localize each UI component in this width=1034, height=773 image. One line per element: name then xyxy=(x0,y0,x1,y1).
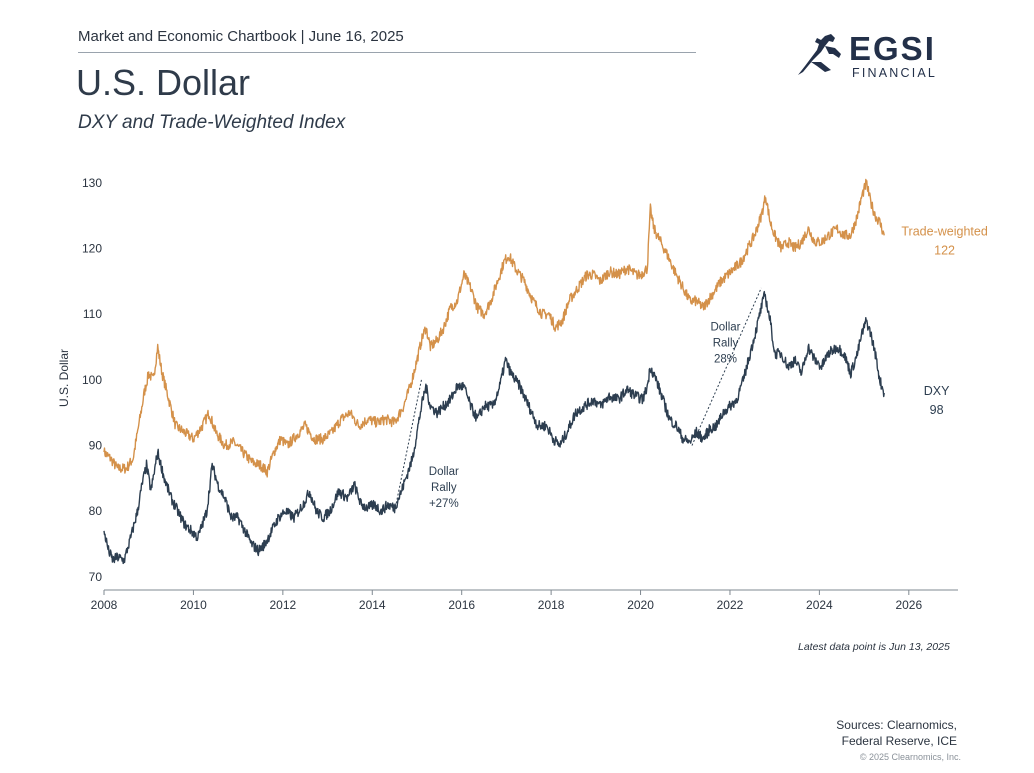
sources-line-1: Sources: Clearnomics, xyxy=(836,718,957,732)
rally-annotation-text: Rally xyxy=(713,338,739,350)
x-tick-label: 2022 xyxy=(717,598,744,612)
page-title: U.S. Dollar xyxy=(76,62,251,103)
series-end-value: 122 xyxy=(934,243,955,257)
logo-subword: FINANCIAL xyxy=(852,66,938,80)
x-tick-label: 2026 xyxy=(895,598,922,612)
copyright: © 2025 Clearnomics, Inc. xyxy=(859,752,961,762)
y-tick-label: 90 xyxy=(89,439,103,453)
rally-annotation-text: +27% xyxy=(429,498,459,510)
report-line: Market and Economic Chartbook | June 16,… xyxy=(78,28,404,45)
page-subtitle: DXY and Trade-Weighted Index xyxy=(78,112,346,133)
rally-annotation-text: 28% xyxy=(714,354,737,366)
x-tick-label: 2014 xyxy=(359,598,386,612)
rally-trend-line xyxy=(691,287,762,446)
sources: Sources: Clearnomics, Federal Reserve, I… xyxy=(836,717,957,749)
header-rule xyxy=(78,52,696,53)
x-tick-label: 2018 xyxy=(538,598,565,612)
rally-trend-line xyxy=(394,379,422,512)
y-axis-title: U.S. Dollar xyxy=(57,349,71,407)
x-tick-label: 2008 xyxy=(91,598,118,612)
sources-line-2: Federal Reserve, ICE xyxy=(841,734,957,748)
x-tick-label: 2012 xyxy=(269,598,296,612)
bull-icon xyxy=(798,34,841,75)
series-line-dxy xyxy=(103,290,885,565)
y-tick-label: 70 xyxy=(89,570,103,584)
series-end-label: DXY xyxy=(924,384,950,398)
rally-annotation-text: Dollar xyxy=(710,322,740,334)
y-tick-label: 100 xyxy=(82,373,102,387)
x-tick-label: 2024 xyxy=(806,598,833,612)
y-tick-label: 120 xyxy=(82,242,102,256)
x-tick-label: 2016 xyxy=(448,598,475,612)
series-line-trade-weighted xyxy=(103,178,885,478)
company-logo: EGSI FINANCIAL xyxy=(795,30,955,82)
y-tick-label: 110 xyxy=(83,307,102,321)
y-tick-label: 130 xyxy=(82,176,102,190)
rally-annotation-text: Dollar xyxy=(429,466,459,478)
series-end-label: Trade-weighted xyxy=(901,224,987,238)
rally-annotation-text: Rally xyxy=(431,482,457,494)
latest-data-note: Latest data point is Jun 13, 2025 xyxy=(798,641,950,653)
x-tick-label: 2020 xyxy=(627,598,654,612)
x-tick-label: 2010 xyxy=(180,598,207,612)
series-end-value: 98 xyxy=(930,403,944,417)
logo-word: EGSI xyxy=(849,30,936,67)
y-tick-label: 80 xyxy=(89,504,103,518)
